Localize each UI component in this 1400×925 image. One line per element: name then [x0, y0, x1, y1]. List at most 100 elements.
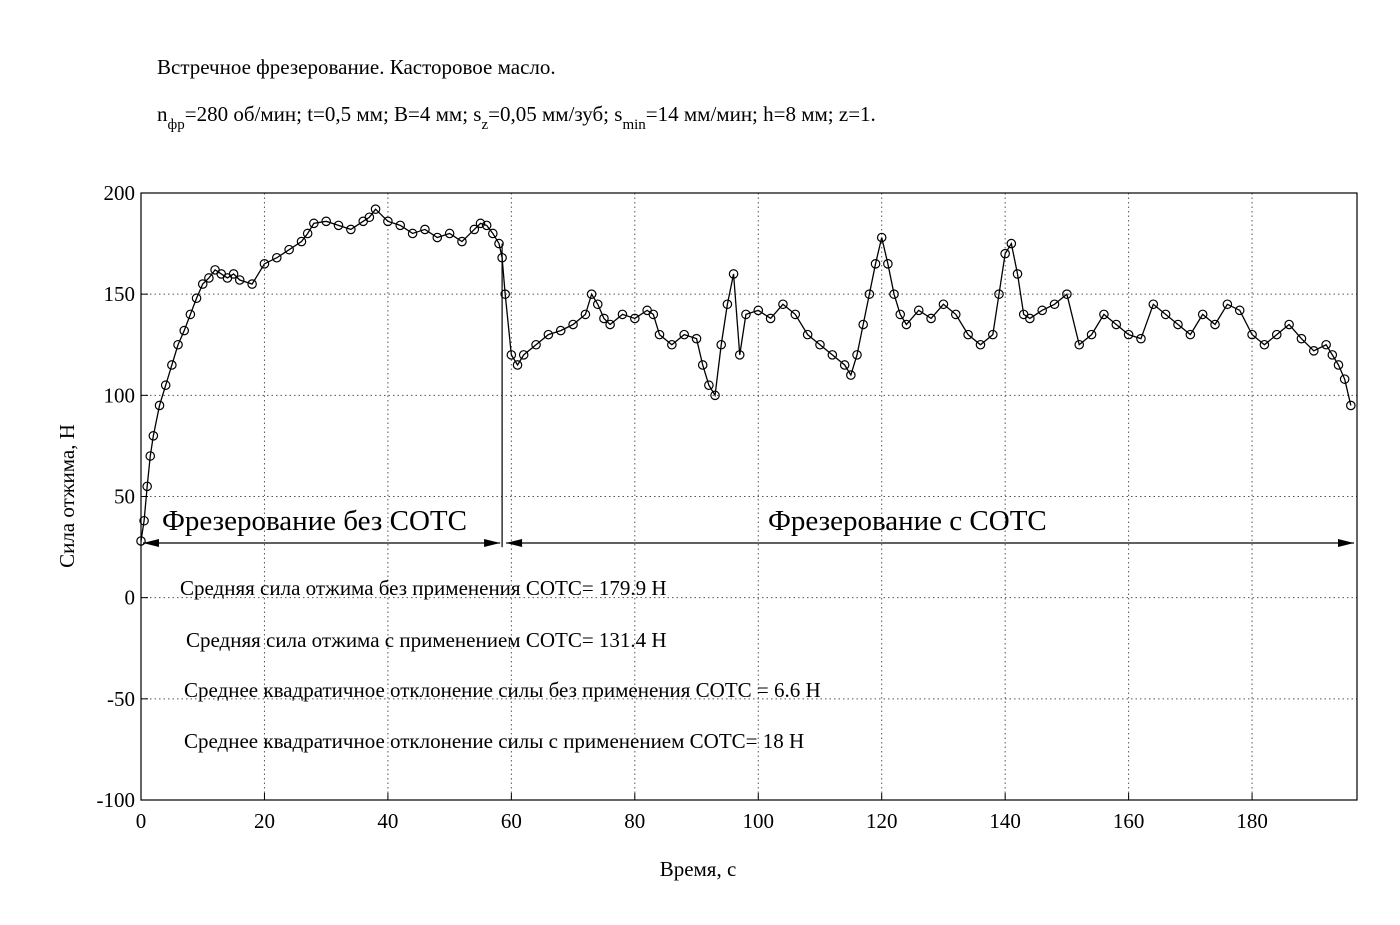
data-point [475, 218, 486, 229]
data-point [139, 515, 149, 526]
param-text: n [157, 102, 168, 126]
x-tick-label: 120 [866, 809, 898, 833]
data-point [716, 339, 727, 350]
data-point [204, 273, 214, 283]
data-point [617, 309, 628, 320]
data-point [1111, 319, 1122, 330]
data-point [1346, 400, 1356, 411]
data-point [247, 279, 257, 289]
data-point [950, 309, 961, 320]
data-point [383, 216, 393, 227]
data-point [994, 289, 1004, 299]
data-point [1000, 248, 1010, 259]
data-point [1234, 305, 1245, 316]
y-tick-label: -100 [97, 788, 136, 812]
y-tick-label: 100 [104, 383, 136, 407]
y-tick-label: 150 [104, 282, 136, 306]
data-point [179, 325, 190, 336]
data-point [599, 313, 609, 324]
data-point [648, 309, 659, 320]
data-point [1284, 319, 1294, 330]
data-point [142, 481, 152, 492]
data-point [710, 390, 720, 401]
data-point [271, 252, 282, 263]
data-point [1333, 360, 1344, 370]
data-point [259, 259, 270, 269]
x-tick-label: 140 [989, 809, 1021, 833]
data-point [1327, 350, 1338, 360]
data-point [765, 313, 776, 324]
data-point [488, 228, 498, 239]
data-point [407, 228, 418, 239]
data-point [741, 309, 751, 320]
data-point [778, 299, 788, 310]
data-point [1173, 319, 1183, 330]
data-point [630, 313, 640, 324]
x-tick-label: 180 [1236, 809, 1268, 833]
x-axis-label: Время, с [660, 857, 737, 881]
x-tick-label: 0 [136, 809, 147, 833]
data-point [815, 339, 825, 350]
data-point [302, 228, 313, 239]
arrow-dry-head-right [484, 539, 501, 547]
data-point [1074, 339, 1085, 350]
data-point [938, 299, 949, 310]
data-point [1012, 269, 1023, 279]
data-point [506, 350, 517, 360]
data-point [846, 370, 856, 380]
data-point [197, 279, 208, 289]
param-subscript: min [622, 117, 646, 133]
data-point [469, 224, 480, 235]
data-point [691, 333, 702, 344]
data-point [518, 350, 529, 360]
data-point [420, 224, 430, 235]
data-point [1123, 329, 1134, 340]
data-point [988, 329, 998, 340]
data-point [1210, 319, 1220, 330]
data-point [852, 350, 862, 360]
data-point [1148, 299, 1159, 310]
data-point [1062, 289, 1072, 299]
tick-labels: 0 20 40 60 80 100 120 140 160 180 -100 -50 0 50 100 150… [97, 181, 1268, 833]
param-text: =14 мм/мин; h=8 мм; z=1. [645, 102, 876, 126]
x-tick-label: 40 [377, 809, 398, 833]
data-point [963, 329, 973, 340]
param-text: =0,05 мм/зуб; s [488, 102, 623, 126]
data-point [975, 339, 986, 350]
data-point [395, 220, 406, 231]
data-point [580, 309, 591, 320]
region-label-coolant: Фрезерование с СОТС [768, 505, 1047, 537]
data-point [432, 232, 443, 243]
data-point [555, 325, 566, 336]
data-point [697, 360, 708, 370]
data-point [191, 293, 202, 304]
annotation-sd-dry: Среднее квадратичное отклонение силы без… [184, 678, 821, 702]
annotation-mean-dry: Средняя сила отжима без применения СОТС=… [180, 576, 667, 600]
data-point [1136, 333, 1146, 344]
data-point [167, 360, 177, 370]
data-point [568, 319, 578, 330]
data-point [870, 259, 881, 269]
data-point [531, 339, 541, 350]
y-tick-label: 0 [125, 586, 136, 610]
y-tick-label: 50 [114, 485, 135, 509]
data-point [1025, 313, 1035, 324]
grid [140, 192, 1357, 801]
data-point [1099, 309, 1109, 320]
data-point [790, 309, 801, 320]
data-point [154, 400, 165, 411]
data-point [321, 216, 331, 227]
param-subscript: фр [167, 117, 185, 133]
data-point [586, 289, 597, 299]
data-point [185, 309, 196, 320]
data-point [722, 299, 733, 310]
arrow-dry-head-left [143, 539, 159, 547]
y-tick-label: -50 [107, 687, 135, 711]
data-point [734, 350, 745, 360]
data-point [827, 350, 838, 360]
data-point [605, 319, 615, 330]
data-point [500, 289, 510, 299]
x-tick-label: 60 [501, 809, 522, 833]
data-point [1339, 374, 1350, 384]
data-point [889, 289, 899, 299]
